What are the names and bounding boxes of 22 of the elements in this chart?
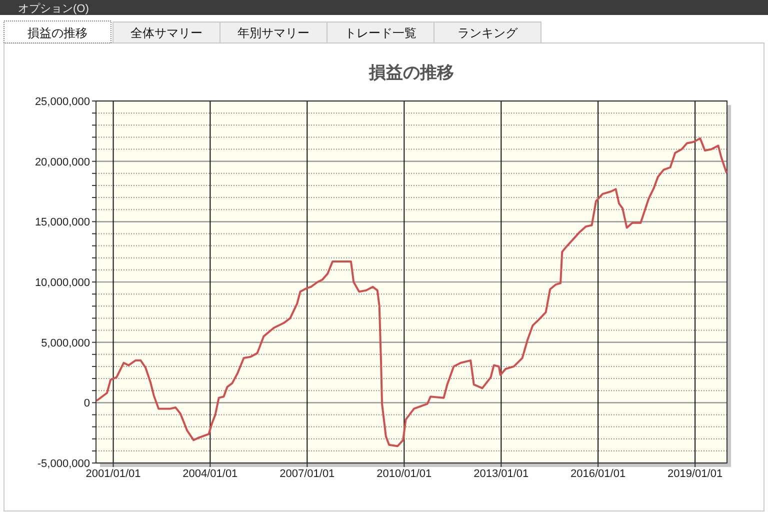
y-tick-label: 25,000,000 — [34, 96, 90, 108]
text: トレード一覧 — [344, 26, 416, 40]
chart-title: 損益の推移 — [368, 63, 454, 82]
x-tick-label: 2010/01/01 — [376, 468, 432, 480]
text: ランキング — [458, 26, 518, 40]
y-tick-label: 10,000,000 — [34, 277, 90, 289]
x-tick-label: 2001/01/01 — [86, 468, 141, 480]
line-series — [96, 137, 728, 448]
x-tick-label: 2007/01/01 — [280, 468, 335, 480]
text: 年別サマリー — [238, 26, 310, 40]
y-tick-label: 15,000,000 — [34, 216, 90, 229]
x-tick-label: 2019/01/01 — [668, 468, 723, 480]
text: 損益の推移 — [28, 26, 88, 40]
y-tick-label: 0 — [84, 398, 90, 410]
y-tick-label: 20,000,000 — [34, 156, 90, 168]
x-tick-label: 2013/01/01 — [474, 468, 529, 480]
y-tick-label: -5,000,000 — [37, 458, 90, 470]
y-tick-label: 5,000,000 — [41, 337, 90, 350]
x-tick-label: 2004/01/01 — [182, 468, 238, 480]
text: オプション(O) — [18, 2, 89, 15]
text: 全体サマリー — [130, 26, 202, 40]
x-tick-label: 2016/01/01 — [570, 468, 626, 480]
